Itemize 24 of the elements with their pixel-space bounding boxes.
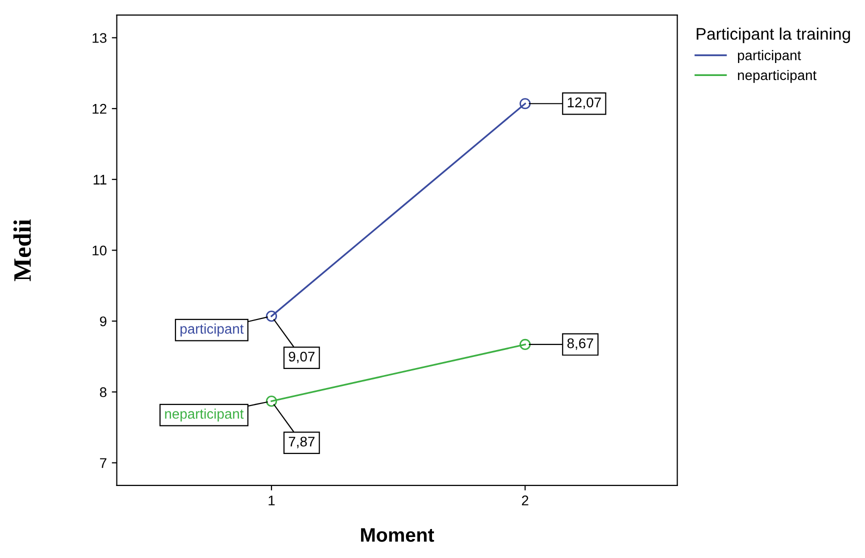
y-tick-label: 8: [100, 387, 106, 398]
y-tick-label: 10: [92, 246, 107, 256]
y-tick-label: 9: [100, 316, 106, 326]
data-label: 8,67: [567, 338, 594, 350]
y-tick-label: 12: [92, 104, 106, 114]
y-tick-label: 13: [92, 33, 106, 43]
legend-label: neparticipant: [738, 70, 816, 83]
text: participant: [180, 324, 244, 337]
legend-label: participant: [738, 50, 802, 63]
point: [520, 98, 531, 110]
point: [266, 396, 278, 407]
legend-title: Participant la training: [696, 28, 850, 44]
x-axis-title: Moment: [361, 528, 434, 542]
y-tick-label: 7: [100, 458, 106, 468]
x-tick-label: 2: [522, 496, 528, 506]
y-tick-label: 11: [94, 174, 106, 184]
point: [520, 338, 531, 350]
data-label: 12,07: [568, 98, 601, 109]
text: neparticipant: [165, 408, 244, 422]
data-label: 9,07: [288, 352, 314, 364]
x-tick-label: 1: [268, 496, 275, 506]
point: [266, 310, 278, 322]
y-axis-title: Medii: [13, 219, 31, 282]
data-label: 7,87: [288, 436, 314, 448]
